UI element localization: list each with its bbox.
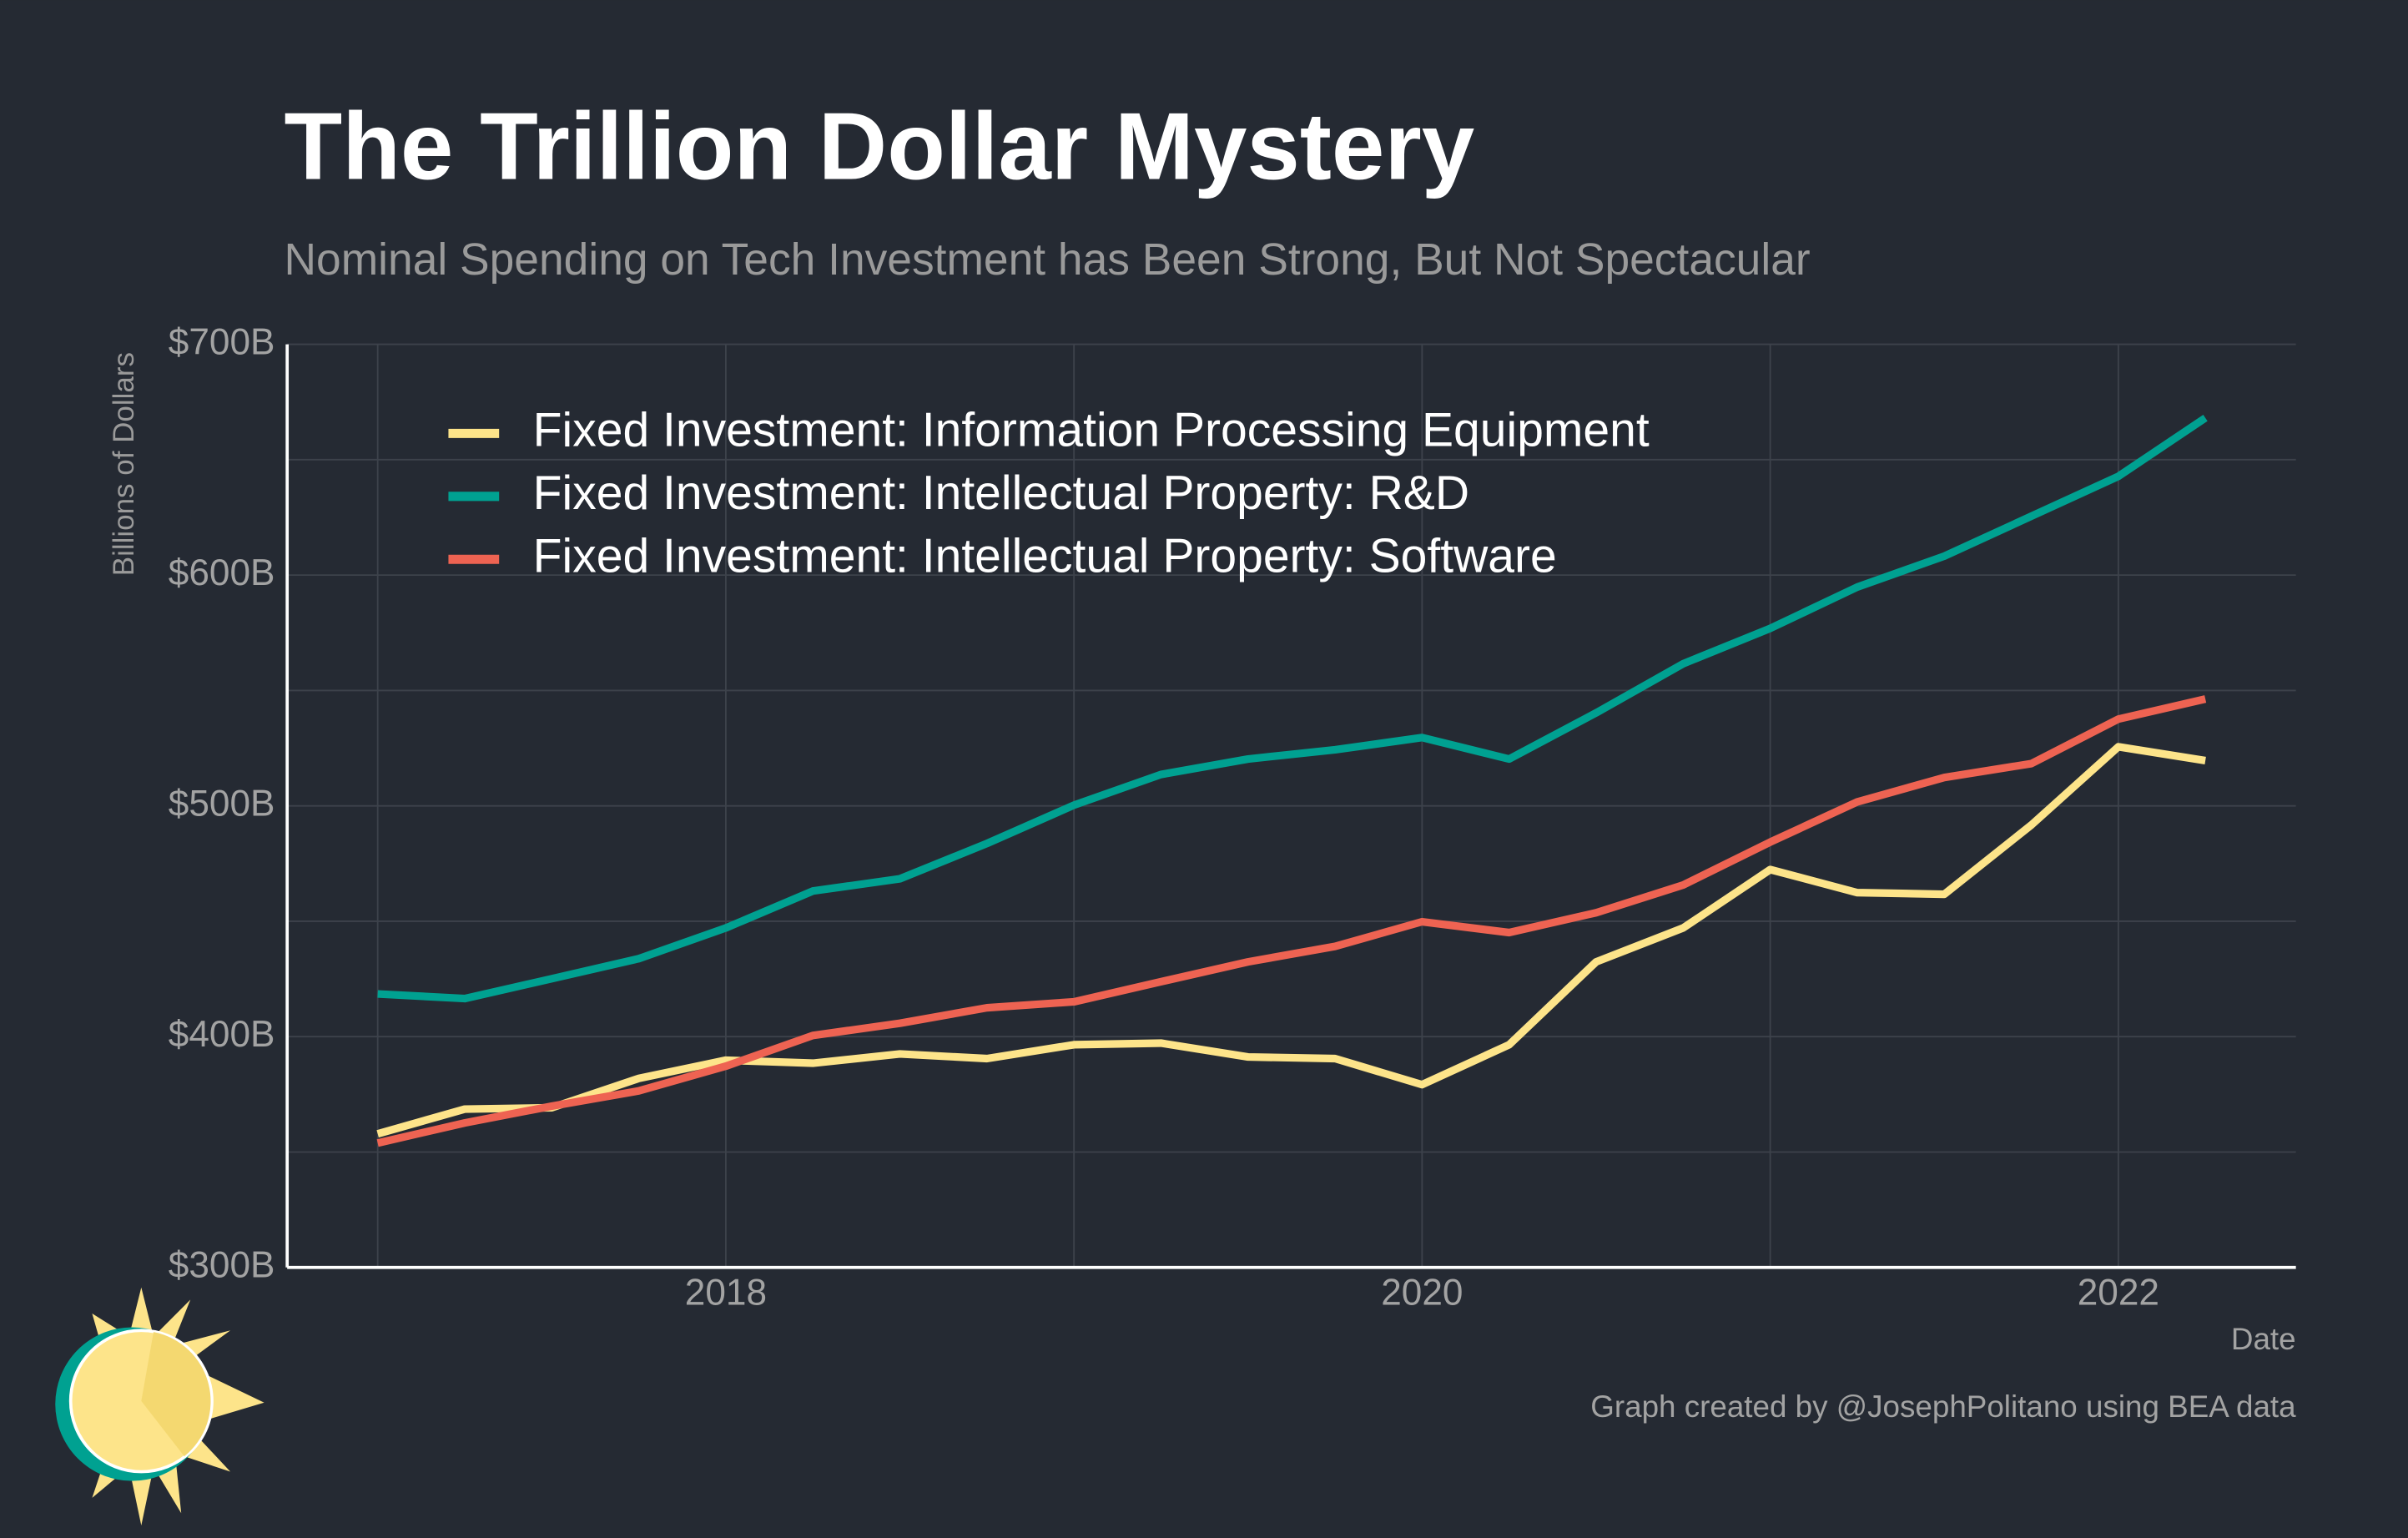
plot-area: $300B $400B $500B $600B $700B 2018 2020 2022 Fix… (169, 321, 2296, 1314)
x-tick-label: 2022 (2078, 1273, 2159, 1314)
logo-shade (141, 1332, 211, 1457)
caption: Graph created by @JosephPolitano using B… (1590, 1389, 2296, 1424)
series-line (377, 414, 2208, 1003)
legend-label: Fixed Investment: Intellectual Property:… (533, 529, 1557, 582)
chart-title: The Trillion Dollar Mystery (285, 93, 1475, 199)
legend-label: Fixed Investment: Intellectual Property:… (533, 466, 1469, 520)
y-tick-label: $400B (169, 1014, 275, 1055)
y-tick-label: $300B (169, 1244, 275, 1285)
x-tick-label: 2018 (685, 1273, 767, 1314)
series-line (376, 743, 2206, 1138)
x-axis-title: Date (2231, 1322, 2296, 1356)
y-tick-label: $500B (169, 783, 275, 824)
y-tick-label: $600B (169, 552, 275, 593)
logo (55, 1287, 264, 1525)
series-line (376, 695, 2207, 1147)
y-axis-title: Billions of Dollars (108, 352, 140, 576)
y-tick-label: $700B (169, 321, 275, 362)
x-tick-label: 2020 (1381, 1273, 1463, 1314)
chart-subtitle: Nominal Spending on Tech Investment has … (285, 235, 1811, 285)
legend-label: Fixed Investment: Information Processing… (533, 403, 1650, 456)
